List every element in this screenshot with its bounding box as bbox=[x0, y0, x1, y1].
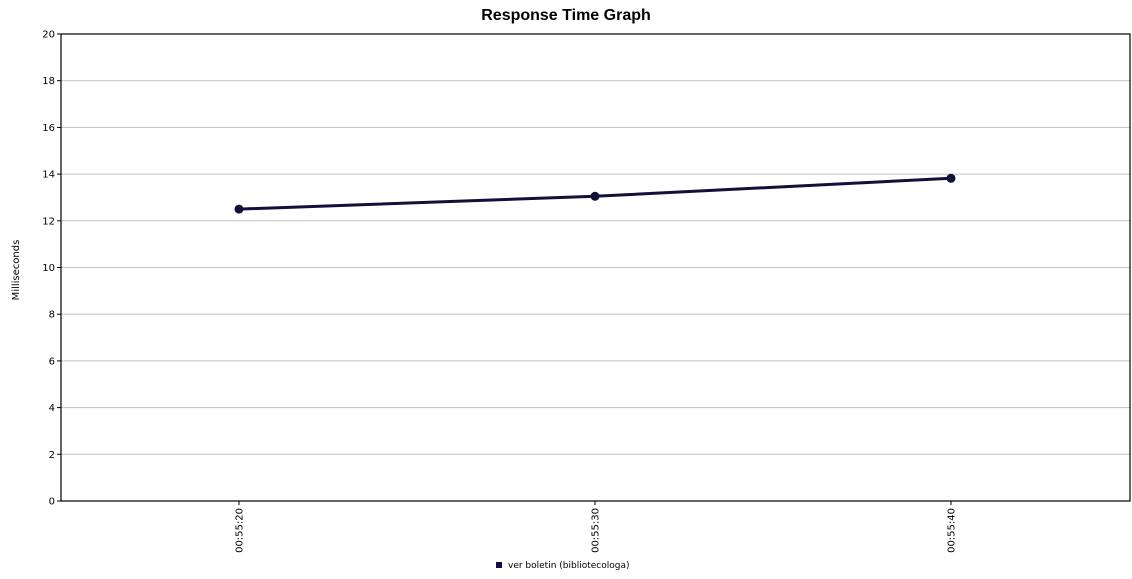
x-tick-label: 00:55:20 bbox=[235, 508, 246, 553]
y-tick-label: 4 bbox=[49, 403, 55, 414]
legend: ver boletin (bibliotecologa) bbox=[496, 561, 630, 571]
y-tick-label: 6 bbox=[49, 356, 55, 367]
y-tick-label: 0 bbox=[49, 497, 55, 508]
data-point bbox=[234, 204, 244, 214]
y-tick-label: 18 bbox=[42, 76, 55, 87]
x-tick-label: 00:55:40 bbox=[947, 508, 958, 553]
data-point bbox=[946, 173, 956, 183]
y-tick-label: 10 bbox=[42, 263, 55, 274]
y-tick-label: 8 bbox=[49, 310, 55, 321]
x-axis-ticks: 00:55:20 00:55:30 00:55:40 bbox=[235, 501, 958, 553]
y-tick-label: 16 bbox=[42, 123, 55, 134]
legend-label: ver boletin (bibliotecologa) bbox=[508, 561, 630, 571]
grid-lines bbox=[61, 80, 1130, 455]
chart-title: Response Time Graph bbox=[481, 7, 651, 24]
legend-swatch bbox=[496, 562, 502, 568]
series-layer bbox=[234, 173, 956, 214]
y-tick-label: 12 bbox=[42, 216, 55, 227]
y-axis-ticks: 0 2 4 6 8 10 12 14 16 18 20 bbox=[42, 30, 61, 508]
y-axis-label: Milliseconds bbox=[11, 240, 22, 301]
y-tick-label: 2 bbox=[49, 450, 55, 461]
data-point bbox=[590, 191, 600, 201]
y-tick-label: 14 bbox=[42, 170, 55, 181]
x-tick-label: 00:55:30 bbox=[591, 508, 602, 553]
y-tick-label: 20 bbox=[42, 30, 55, 41]
